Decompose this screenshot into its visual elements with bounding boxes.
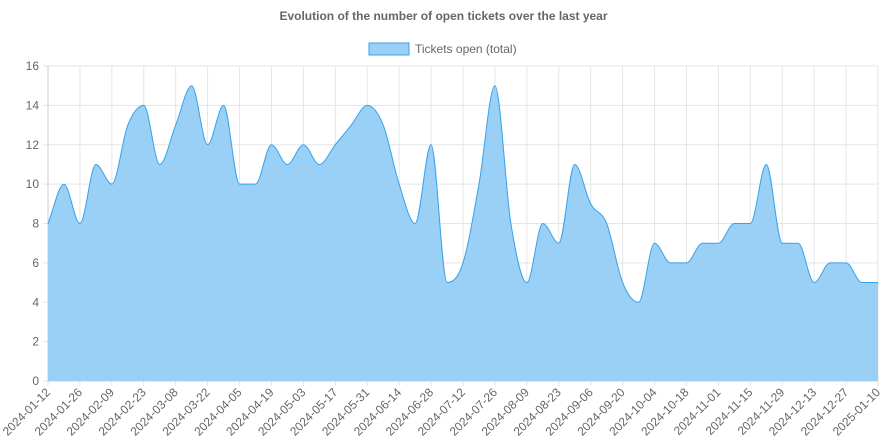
data-point[interactable] [859,280,865,286]
data-point[interactable] [731,221,737,227]
data-point[interactable] [811,280,817,286]
data-point[interactable] [556,240,562,246]
data-point[interactable] [827,260,833,266]
data-point[interactable] [715,240,721,246]
data-point[interactable] [540,221,546,227]
data-point[interactable] [380,122,386,128]
data-point[interactable] [508,221,514,227]
data-point[interactable] [300,142,306,148]
y-tick-label: 2 [32,335,39,349]
data-point[interactable] [109,181,115,187]
data-point[interactable] [141,102,147,108]
data-point[interactable] [492,83,498,89]
data-point[interactable] [747,221,753,227]
data-point[interactable] [364,102,370,108]
data-point[interactable] [460,260,466,266]
data-point[interactable] [524,280,530,286]
data-point[interactable] [348,122,354,128]
y-tick-label: 4 [32,295,39,309]
x-axis: 2024-01-122024-01-262024-02-092024-02-23… [0,385,883,439]
y-tick-label: 10 [26,177,40,191]
y-tick-label: 14 [26,98,40,112]
data-point[interactable] [428,142,434,148]
data-point[interactable] [779,240,785,246]
data-point[interactable] [77,221,83,227]
y-tick-label: 8 [32,217,39,231]
data-point[interactable] [268,142,274,148]
data-point[interactable] [652,240,658,246]
data-point[interactable] [683,260,689,266]
y-tick-label: 12 [26,138,40,152]
data-point[interactable] [699,240,705,246]
data-point[interactable] [316,161,322,167]
data-point[interactable] [476,181,482,187]
y-tick-label: 0 [32,374,39,388]
data-point[interactable] [668,260,674,266]
data-point[interactable] [875,280,881,286]
data-point[interactable] [604,221,610,227]
data-point[interactable] [588,201,594,207]
series-area [48,85,878,381]
chart-title: Evolution of the number of open tickets … [279,9,607,23]
legend[interactable]: Tickets open (total) [368,42,517,56]
data-point[interactable] [93,161,99,167]
data-point[interactable] [221,102,227,108]
data-point[interactable] [237,181,243,187]
data-point[interactable] [572,161,578,167]
series-line [47,85,878,303]
data-point[interactable] [396,181,402,187]
plot-area [47,85,878,381]
data-point[interactable] [795,240,801,246]
y-axis: 0 2 4 6 8 10 12 14 16 [26,59,40,388]
data-point[interactable] [205,142,211,148]
data-point[interactable] [412,221,418,227]
data-point[interactable] [843,260,849,266]
data-point[interactable] [332,142,338,148]
data-point[interactable] [173,122,179,128]
data-point[interactable] [157,161,163,167]
legend-label: Tickets open (total) [415,42,517,56]
data-point[interactable] [189,83,195,89]
y-tick-label: 16 [26,59,40,73]
y-tick-label: 6 [32,256,39,270]
data-point[interactable] [284,161,290,167]
data-point[interactable] [253,181,259,187]
data-point[interactable] [45,221,51,227]
data-point[interactable] [636,299,642,305]
data-point[interactable] [763,161,769,167]
data-point[interactable] [61,181,67,187]
data-point[interactable] [444,280,450,286]
data-point[interactable] [125,122,131,128]
data-point[interactable] [620,280,626,286]
legend-swatch[interactable] [368,42,410,56]
